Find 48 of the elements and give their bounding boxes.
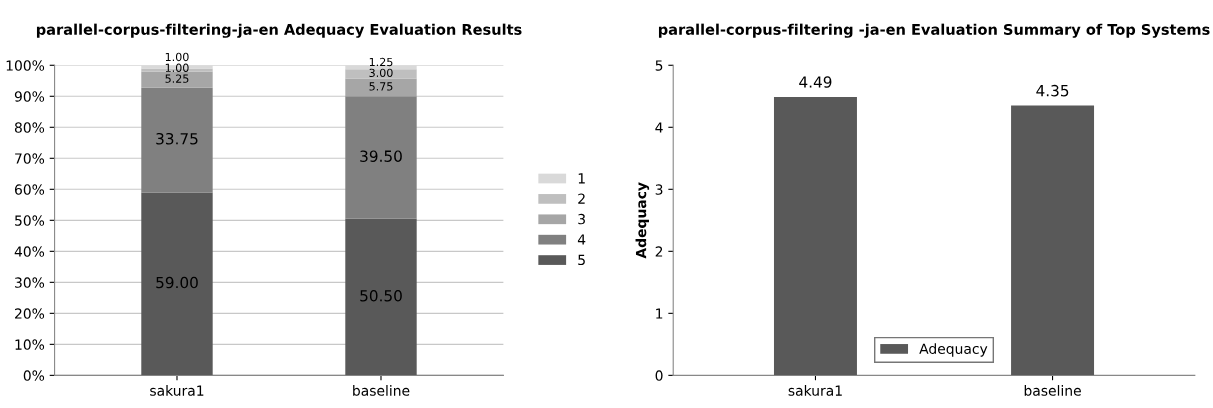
data-label: 39.50 [360,150,402,162]
y-tick-label: 3 [655,184,663,195]
legend-label: 5 [578,254,585,266]
data-label: 59.00 [156,276,198,289]
y-tick-label: 10% [15,339,45,350]
x-tick-label: sakura1 [788,385,842,396]
y-tick-label: 4 [655,122,663,133]
y-tick-label: 0 [655,370,663,381]
chart-title: parallel-corpus-filtering-ja-en Adequacy Evaluation Results [36,23,522,38]
data-label: 1.25 [369,57,393,67]
y-tick-label: 0% [23,370,45,381]
y-tick-label: 40% [14,246,45,257]
data-label: 4.49 [799,76,832,88]
y-tick-label: 100% [6,60,45,71]
y-tick-label: 30% [15,277,45,288]
y-tick-label: 2 [655,246,663,257]
data-label: 5.25 [165,74,189,83]
x-tick-label: baseline [353,385,410,396]
bar [141,192,213,376]
x-tick-label: sakura1 [150,385,204,396]
data-label: 33.75 [156,132,198,145]
data-label: 50.50 [360,289,402,302]
data-label: 1.00 [165,63,189,72]
y-tick-label: 50% [15,215,45,226]
legend-label: 2 [578,193,585,204]
legend-label: Adequacy [919,343,988,357]
legend-label: 3 [578,213,585,225]
bar [141,71,213,88]
bar [345,78,417,97]
y-tick-label: 5 [655,60,663,71]
y-tick-label: 70% [15,153,45,164]
data-label: 3.00 [369,68,393,78]
y-tick-label: 80% [14,122,45,133]
y-axis-title: Adequacy [635,182,650,259]
y-tick-label: 20% [15,308,45,319]
data-label: 1.00 [165,52,189,62]
bar [345,218,417,376]
chart-title: parallel-corpus-filtering -ja-en Evaluation Summary of Top Systems [658,23,1210,38]
x-tick-label: baseline [1024,385,1081,396]
y-tick-label: 90% [14,91,45,102]
y-tick-label: 1 [656,308,663,319]
data-label: 4.35 [1036,84,1069,97]
legend-label: 4 [577,234,586,245]
bar [345,96,417,219]
bar [141,87,213,193]
y-tick-label: 60% [14,184,45,195]
legend-label: 1 [578,173,585,184]
data-label: 5.75 [369,82,393,91]
